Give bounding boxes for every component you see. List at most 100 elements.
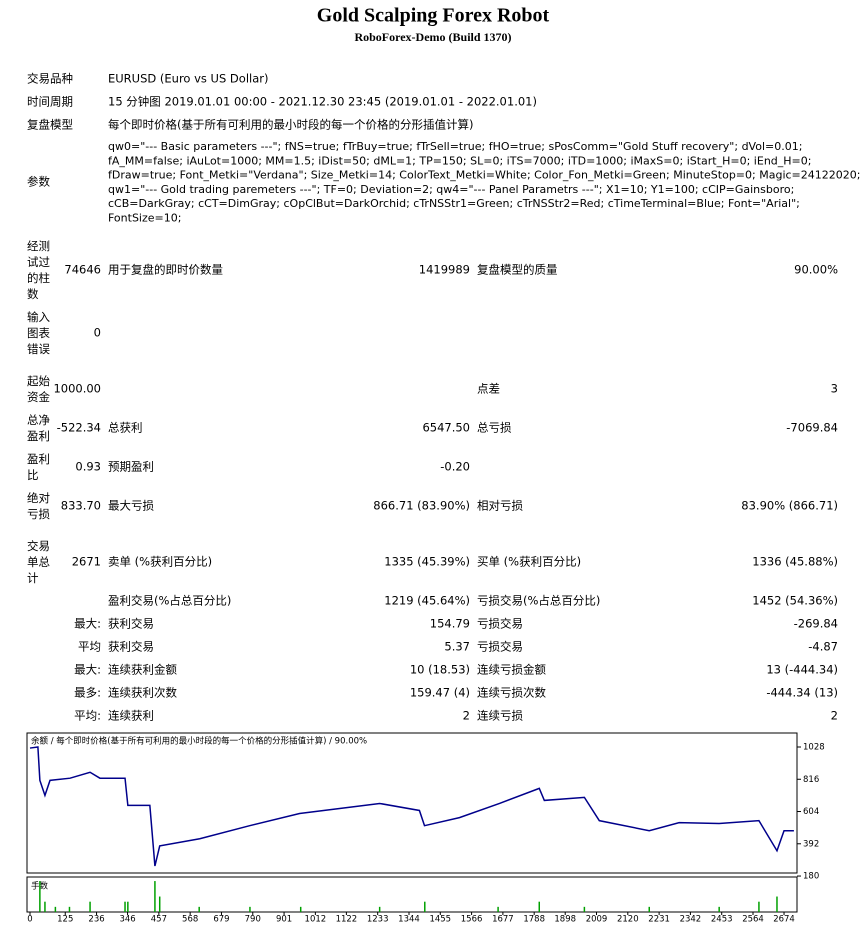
stat-label: 绝对亏损 xyxy=(27,491,50,521)
stat-label: 起始资金 xyxy=(27,374,50,404)
stat-label: 连续亏损次数 xyxy=(477,686,546,700)
field-label: 复盘模型 xyxy=(27,118,73,132)
parameter-line: qw0="--- Basic parameters ---"; fNS=true… xyxy=(108,140,802,153)
x-tick-label: 0 xyxy=(27,915,32,925)
stat-label: 总获利 xyxy=(108,421,143,435)
stat-label: 总亏损 xyxy=(477,421,512,435)
x-tick-label: 2009 xyxy=(586,915,608,925)
stat-value: 1000.00 xyxy=(53,382,101,396)
stat-value: 0.93 xyxy=(75,460,101,474)
x-tick-label: 2342 xyxy=(680,915,702,925)
x-tick-label: 1344 xyxy=(398,915,420,925)
field-label: 交易品种 xyxy=(27,72,73,86)
stat-label: 获利交易 xyxy=(108,640,154,654)
stat-label: 输入图表错误 xyxy=(27,310,50,356)
x-tick-label: 346 xyxy=(119,915,135,925)
chart-frame xyxy=(26,732,798,874)
x-tick-label: 457 xyxy=(151,915,167,925)
stat-value: 3 xyxy=(831,382,838,396)
stat-value: 2 xyxy=(463,709,470,723)
x-tick-label: 1566 xyxy=(461,915,483,925)
stat-label: 卖单 (%获利百分比) xyxy=(108,555,212,569)
x-tick-label: 1455 xyxy=(429,915,451,925)
stat-label: 用于复盘的即时价数量 xyxy=(108,263,223,277)
y-tick-label: 392 xyxy=(803,839,819,849)
x-tick-label: 1122 xyxy=(336,915,358,925)
stat-label: 总净盈利 xyxy=(27,413,50,443)
x-tick-label: 901 xyxy=(276,915,292,925)
stat-value: 833.70 xyxy=(61,499,101,513)
stat-value: 6547.50 xyxy=(422,421,470,435)
stat-label: 亏损交易 xyxy=(477,617,523,631)
stat-value: 5.37 xyxy=(444,640,470,654)
stat-value: 2671 xyxy=(72,555,101,569)
parameter-line: cCB=DarkGray; cCT=DimGray; cOpClBut=Dark… xyxy=(108,197,800,210)
field-label: 参数 xyxy=(27,175,50,189)
stat-label: 获利交易 xyxy=(108,617,154,631)
stat-label: 最多: xyxy=(74,686,101,700)
stat-value: -0.20 xyxy=(440,460,470,474)
stat-value: -444.34 (13) xyxy=(766,686,838,700)
lots-frame xyxy=(26,876,798,913)
stat-label: 亏损交易(%占总百分比) xyxy=(477,594,600,608)
field-value: 每个即时价格(基于所有可利用的最小时段的每一个价格的分形插值计算) xyxy=(108,118,473,132)
stat-label: 亏损交易 xyxy=(477,640,523,654)
stat-label: 最大: xyxy=(74,663,101,677)
x-tick-label: 236 xyxy=(88,915,104,925)
stat-value: 13 (-444.34) xyxy=(766,663,838,677)
stat-value: 1419989 xyxy=(419,263,470,277)
stat-value: -522.34 xyxy=(57,421,101,435)
x-tick-label: 2120 xyxy=(617,915,639,925)
stat-label: 交易单总计 xyxy=(27,539,50,585)
parameter-line: FontSize=10; xyxy=(108,212,181,225)
stat-value: 1452 (54.36%) xyxy=(752,594,838,608)
field-value: EURUSD (Euro vs US Dollar) xyxy=(108,72,268,86)
stat-label: 最大: xyxy=(74,617,101,631)
stat-label: 预期盈利 xyxy=(108,460,154,474)
parameter-line: fA_MM=false; iAuLot=1000; MM=1.5; iDist=… xyxy=(108,154,811,167)
x-tick-label: 2453 xyxy=(711,915,733,925)
x-tick-label: 1677 xyxy=(492,915,514,925)
subtitle: RoboForex-Demo (Build 1370) xyxy=(354,30,511,44)
stat-label: 连续亏损 xyxy=(477,709,523,723)
stat-value: 1335 (45.39%) xyxy=(384,555,470,569)
stat-label: 点差 xyxy=(477,382,500,396)
y-tick-label: 604 xyxy=(803,807,819,817)
parameter-line: fDraw=true; Font_Metki="Verdana"; Size_M… xyxy=(108,169,860,182)
stat-value: 90.00% xyxy=(794,263,838,277)
stat-label: 连续亏损金额 xyxy=(477,663,546,677)
stat-label: 相对亏损 xyxy=(477,499,523,513)
field-label: 时间周期 xyxy=(27,95,73,109)
stat-value: -269.84 xyxy=(794,617,838,631)
x-tick-label: 2231 xyxy=(648,915,670,925)
x-tick-label: 2564 xyxy=(742,915,764,925)
stat-value: 74646 xyxy=(64,263,101,277)
title: Gold Scalping Forex Robot xyxy=(317,5,550,27)
x-tick-label: 1788 xyxy=(523,915,545,925)
y-tick-label: 180 xyxy=(803,872,819,882)
stat-label: 连续获利次数 xyxy=(108,686,177,700)
stat-label: 经测试过的柱数 xyxy=(27,239,50,301)
stat-label: 平均: xyxy=(74,709,101,723)
x-tick-label: 790 xyxy=(245,915,261,925)
stat-value: 10 (18.53) xyxy=(410,663,470,677)
x-tick-label: 1233 xyxy=(367,915,389,925)
x-tick-label: 1898 xyxy=(554,915,576,925)
stat-value: 866.71 (83.90%) xyxy=(373,499,470,513)
stat-value: -4.87 xyxy=(808,640,838,654)
stat-value: 83.90% (866.71) xyxy=(741,499,838,513)
stat-label: 盈利比 xyxy=(27,452,50,482)
stat-label: 连续获利 xyxy=(108,709,154,723)
stat-label: 连续获利金额 xyxy=(108,663,177,677)
x-tick-label: 679 xyxy=(213,915,229,925)
stat-value: 0 xyxy=(94,326,101,340)
x-tick-label: 1012 xyxy=(305,915,327,925)
x-tick-label: 568 xyxy=(182,915,198,925)
chart-title: 余额 / 每个即时价格(基于所有可利用的最小时段的每一个价格的分形插值计算) /… xyxy=(31,736,367,747)
stat-label: 最大亏损 xyxy=(108,499,154,513)
y-tick-label: 816 xyxy=(803,775,819,785)
stat-label: 平均 xyxy=(78,640,101,654)
x-tick-label: 2674 xyxy=(773,915,795,925)
stat-label: 复盘模型的质量 xyxy=(477,263,558,277)
